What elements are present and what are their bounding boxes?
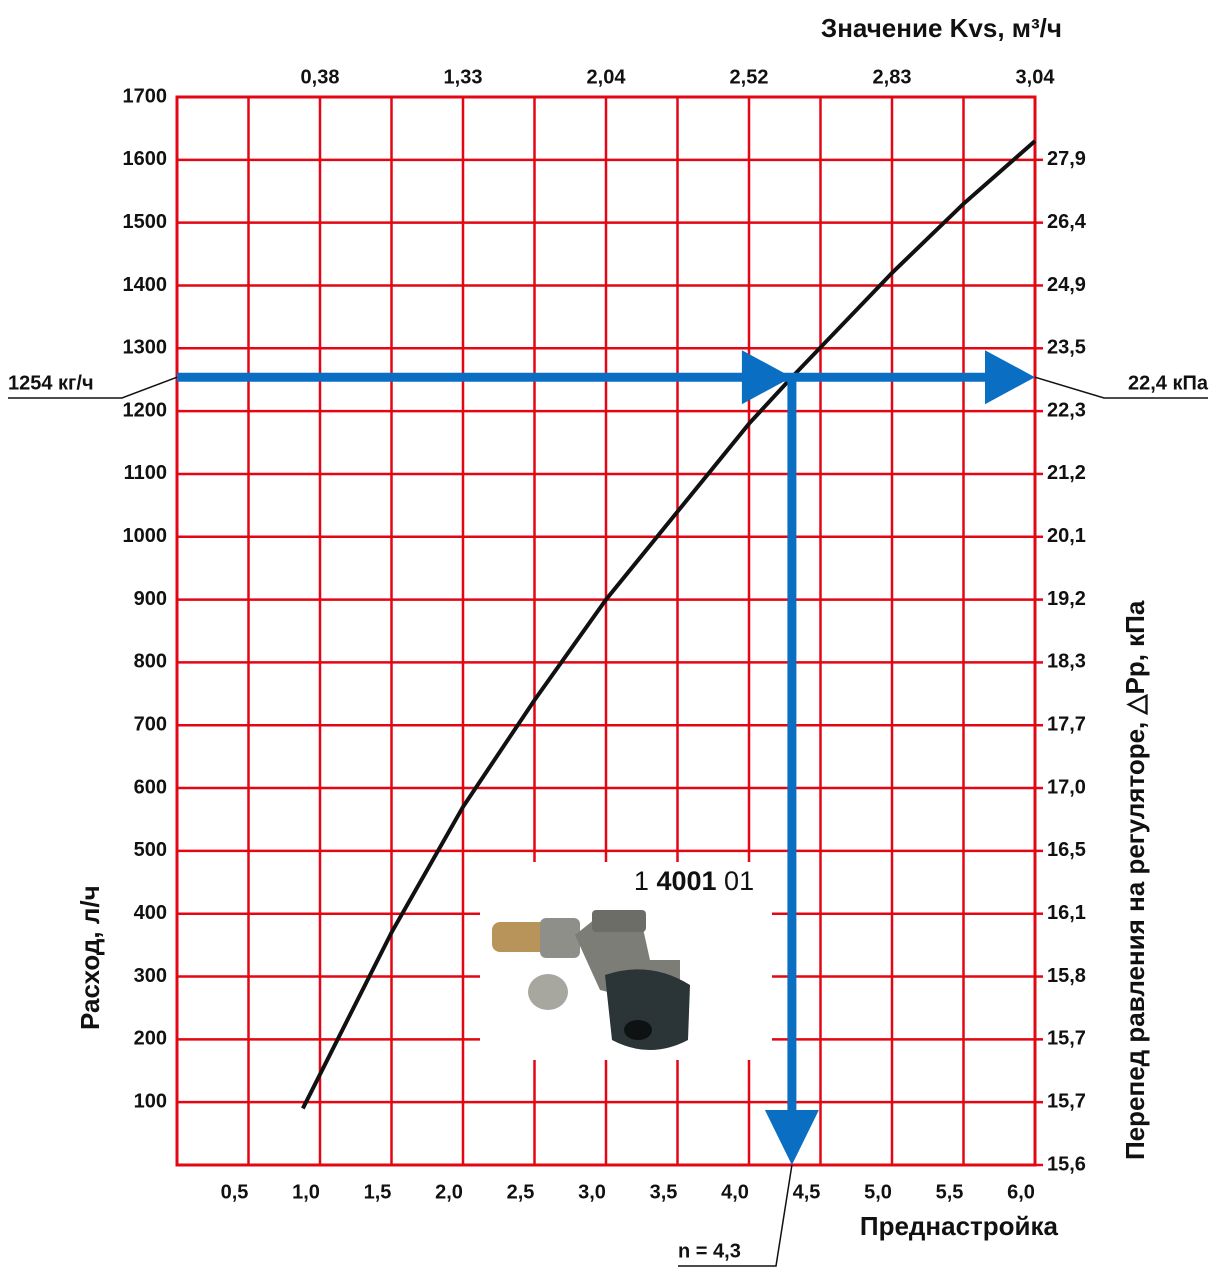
y2-tick-label: 23,5 bbox=[1047, 337, 1086, 359]
leader-line bbox=[678, 1164, 793, 1267]
x-tick-label: 6,0 bbox=[1007, 1181, 1035, 1203]
y-tick-label: 500 bbox=[134, 839, 167, 861]
y-tick-label: 1100 bbox=[124, 462, 167, 484]
top-tick-label: 0,38 bbox=[301, 66, 340, 88]
y2-tick-label: 16,5 bbox=[1047, 839, 1086, 861]
top-tick-label: 2,04 bbox=[587, 66, 627, 88]
leader-line bbox=[1034, 376, 1208, 399]
y2-tick-label: 15,7 bbox=[1047, 1028, 1086, 1050]
arrow-head bbox=[985, 350, 1035, 405]
arrow-head bbox=[764, 1110, 819, 1165]
x-tick-label: 1,5 bbox=[364, 1181, 392, 1203]
x-tick-label: 5,0 bbox=[864, 1181, 892, 1203]
top-tick-label: 2,52 bbox=[730, 66, 769, 88]
x-tick-label: 5,5 bbox=[936, 1181, 964, 1203]
x-tick-label: 2,0 bbox=[435, 1181, 463, 1203]
x-tick-label: 3,5 bbox=[650, 1181, 678, 1203]
y2-tick-label: 15,7 bbox=[1047, 1090, 1086, 1112]
y2-tick-label: 21,2 bbox=[1047, 462, 1086, 484]
y2-tick-label: 16,1 bbox=[1047, 902, 1086, 924]
x-tick-label: 2,5 bbox=[507, 1181, 535, 1203]
x-tick-label: 1,0 bbox=[292, 1181, 320, 1203]
y-tick-label: 1500 bbox=[123, 211, 168, 233]
y-tick-label: 900 bbox=[134, 588, 167, 610]
y-tick-label: 1700 bbox=[123, 85, 168, 107]
x-tick-label: 3,0 bbox=[578, 1181, 606, 1203]
y-axis-title: Расход, л/ч bbox=[75, 885, 105, 1030]
top-tick-label: 2,83 bbox=[873, 66, 912, 88]
y2-tick-label: 18,3 bbox=[1047, 651, 1086, 673]
x-tick-label: 0,5 bbox=[221, 1181, 249, 1203]
product-code-part: 1 bbox=[634, 866, 649, 896]
y2-tick-label: 20,1 bbox=[1047, 525, 1086, 547]
top-tick-label: 3,04 bbox=[1016, 66, 1056, 88]
y2-tick-label: 26,4 bbox=[1047, 211, 1087, 233]
y-tick-label: 300 bbox=[134, 965, 167, 987]
product-code-part: 4001 bbox=[656, 866, 716, 896]
curve bbox=[301, 139, 1037, 1110]
y2-tick-label: 22,3 bbox=[1047, 399, 1086, 421]
valve-image bbox=[492, 910, 690, 1050]
y-tick-label: 400 bbox=[134, 902, 167, 924]
preset-annotation: n = 4,3 bbox=[678, 1240, 741, 1262]
y2-tick-label: 24,9 bbox=[1047, 274, 1086, 296]
y-tick-label: 1400 bbox=[123, 274, 168, 296]
y2-tick-label: 15,6 bbox=[1047, 1153, 1086, 1175]
product-code-part: 01 bbox=[724, 866, 754, 896]
leader-line bbox=[8, 376, 178, 399]
top-axis-title: Значение Kvs, м³/ч bbox=[821, 13, 1062, 43]
y2-tick-label: 15,8 bbox=[1047, 965, 1086, 987]
y-tick-label: 1300 bbox=[123, 337, 168, 359]
y-tick-label: 1200 bbox=[123, 399, 168, 421]
y-tick-label: 700 bbox=[134, 714, 167, 736]
y2-tick-label: 19,2 bbox=[1047, 588, 1086, 610]
grid bbox=[175, 95, 1043, 1167]
y-tick-label: 100 bbox=[134, 1090, 167, 1112]
y-tick-label: 1600 bbox=[123, 148, 168, 170]
y2-tick-label: 17,7 bbox=[1047, 714, 1086, 736]
arrow-head bbox=[741, 350, 792, 405]
pressure-annotation: 22,4 кПа bbox=[1128, 372, 1209, 394]
y-tick-label: 600 bbox=[134, 776, 167, 798]
y-tick-label: 1000 bbox=[123, 525, 168, 547]
x-tick-label: 4,0 bbox=[721, 1181, 749, 1203]
y2-tick-label: 17,0 bbox=[1047, 776, 1086, 798]
x-axis-title: Преднастройка bbox=[860, 1211, 1059, 1241]
y2-axis-title: Перепед равления на регуляторе, △Рр, кПа bbox=[1120, 600, 1150, 1160]
y-tick-label: 800 bbox=[134, 651, 167, 673]
y-tick-label: 200 bbox=[134, 1028, 167, 1050]
flow-annotation: 1254 кг/ч bbox=[8, 372, 94, 394]
y2-tick-label: 27,9 bbox=[1047, 148, 1086, 170]
product-code: 1 4001 01 bbox=[634, 866, 754, 896]
top-tick-label: 1,33 bbox=[444, 66, 483, 88]
x-tick-label: 4,5 bbox=[793, 1181, 821, 1203]
